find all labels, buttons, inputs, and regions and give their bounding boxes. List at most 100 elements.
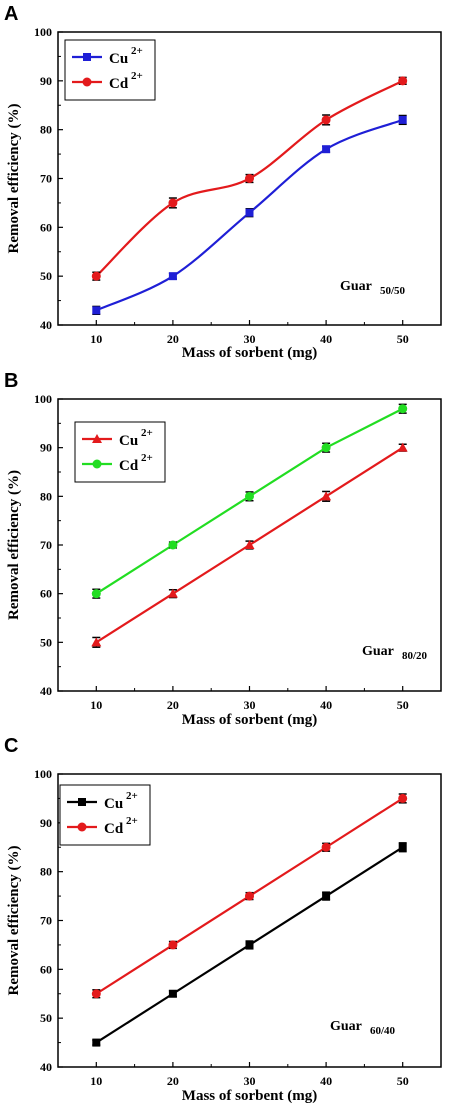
chart-panel-c: C 40 50 60 70 80 90 100 10 20 30 40 50 Mass of sorben… — [4, 735, 442, 1104]
annotation-text: Guar — [330, 1019, 362, 1034]
y-tick-label: 40 — [40, 684, 52, 698]
x-tick-label: 30 — [244, 332, 256, 346]
legend-label-superscript: 2+ — [126, 790, 138, 802]
y-tick-label: 50 — [40, 635, 52, 649]
data-point — [91, 271, 101, 281]
legend-entry-cd: Cd 2+ — [67, 815, 138, 837]
legend-entry-cd: Cd 2+ — [82, 452, 153, 474]
legend-swatch-marker — [83, 53, 91, 61]
y-tick-label: 90 — [40, 816, 52, 830]
data-point — [322, 145, 331, 154]
x-tick-label: 20 — [167, 332, 179, 346]
panel-label: C — [4, 735, 18, 757]
y-tick-label: 50 — [40, 269, 52, 283]
legend-box — [64, 39, 156, 101]
legend: Cu 2+Cd 2+ — [74, 421, 166, 483]
x-tick-label: 50 — [397, 698, 409, 712]
data-point — [398, 76, 408, 86]
annotation-subscript: 60/40 — [370, 1025, 396, 1037]
legend-box — [59, 784, 151, 846]
y-tick-label: 50 — [40, 1011, 52, 1025]
data-point — [168, 940, 178, 950]
sample-annotation: Guar 50/50 — [340, 279, 406, 297]
legend-entry-cd: Cd 2+ — [72, 70, 143, 92]
x-tick-label: 10 — [90, 698, 102, 712]
y-tick-label: 70 — [40, 538, 52, 552]
x-tick-label: 10 — [90, 1074, 102, 1088]
x-tick-label: 50 — [397, 332, 409, 346]
x-tick-label: 20 — [167, 698, 179, 712]
sample-annotation: Guar 80/20 — [362, 644, 428, 662]
x-tick-label: 40 — [320, 698, 332, 712]
series-cd — [91, 403, 408, 599]
legend-entry-cu: Cu 2+ — [72, 45, 143, 67]
y-tick-label: 100 — [34, 392, 52, 406]
annotation-text: Guar — [340, 279, 372, 294]
y-tick-label: 90 — [40, 441, 52, 455]
data-point — [398, 843, 407, 852]
data-point — [92, 1038, 101, 1047]
legend-label-superscript: 2+ — [141, 452, 153, 464]
data-point — [91, 989, 101, 999]
legend: Cu 2+Cd 2+ — [64, 39, 156, 101]
data-point — [321, 115, 331, 125]
y-axis-title: Removal efficiency (%) — [6, 846, 22, 996]
legend-label: Cd — [109, 76, 129, 92]
legend-label-superscript: 2+ — [141, 427, 153, 439]
legend-label: Cu — [109, 51, 128, 67]
series-cu — [91, 442, 408, 648]
legend-label: Cu — [104, 796, 123, 812]
y-tick-label: 90 — [40, 74, 52, 88]
data-point — [91, 589, 101, 599]
y-tick-label: 80 — [40, 489, 52, 503]
x-tick-label: 40 — [320, 332, 332, 346]
data-point — [322, 892, 331, 901]
data-point — [167, 588, 178, 598]
data-point — [321, 491, 332, 501]
x-tick-label: 50 — [397, 1074, 409, 1088]
data-point — [321, 842, 331, 852]
y-tick-label: 60 — [40, 962, 52, 976]
y-tick-label: 70 — [40, 172, 52, 186]
x-tick-label: 40 — [320, 1074, 332, 1088]
x-tick-label: 20 — [167, 1074, 179, 1088]
chart-panel-b: B 40 50 60 70 80 90 100 10 20 30 40 50 Mass of sorben… — [4, 370, 442, 728]
x-axis-title: Mass of sorbent (mg) — [182, 1088, 317, 1104]
annotation-subscript: 80/20 — [402, 650, 428, 662]
data-point — [91, 637, 102, 647]
data-point — [168, 989, 177, 998]
series-cd — [91, 76, 408, 281]
legend-swatch-marker — [78, 798, 86, 806]
legend-swatch-marker — [92, 434, 102, 443]
y-axis-title: Removal efficiency (%) — [6, 470, 22, 620]
series-cu — [92, 842, 407, 1047]
data-point — [168, 198, 178, 208]
legend-label-superscript: 2+ — [131, 45, 143, 57]
legend-entry-cu: Cu 2+ — [82, 427, 153, 449]
annotation-subscript: 50/50 — [380, 285, 406, 297]
chart-panel-a: A 40 50 60 70 80 90 100 10 20 30 40 50 Mass of sorben… — [4, 3, 442, 361]
data-point — [245, 208, 254, 217]
y-tick-label: 80 — [40, 123, 52, 137]
y-tick-label: 100 — [34, 767, 52, 781]
legend-label: Cu — [119, 433, 138, 449]
data-point — [398, 404, 408, 414]
data-point — [168, 540, 178, 550]
legend-label: Cd — [104, 821, 124, 837]
legend-box — [74, 421, 166, 483]
data-point — [321, 443, 331, 453]
y-tick-label: 70 — [40, 914, 52, 928]
series-cu — [92, 114, 407, 316]
data-point — [245, 891, 254, 901]
data-point — [245, 491, 254, 501]
data-point — [92, 306, 101, 315]
data-point — [245, 174, 254, 183]
legend-swatch-marker — [82, 77, 92, 87]
data-point — [398, 115, 407, 124]
legend-label: Cd — [119, 458, 139, 474]
y-tick-label: 60 — [40, 587, 52, 601]
sample-annotation: Guar 60/40 — [330, 1019, 396, 1037]
data-point — [168, 272, 177, 281]
series-cd — [91, 793, 408, 999]
panel-label: B — [4, 370, 18, 392]
